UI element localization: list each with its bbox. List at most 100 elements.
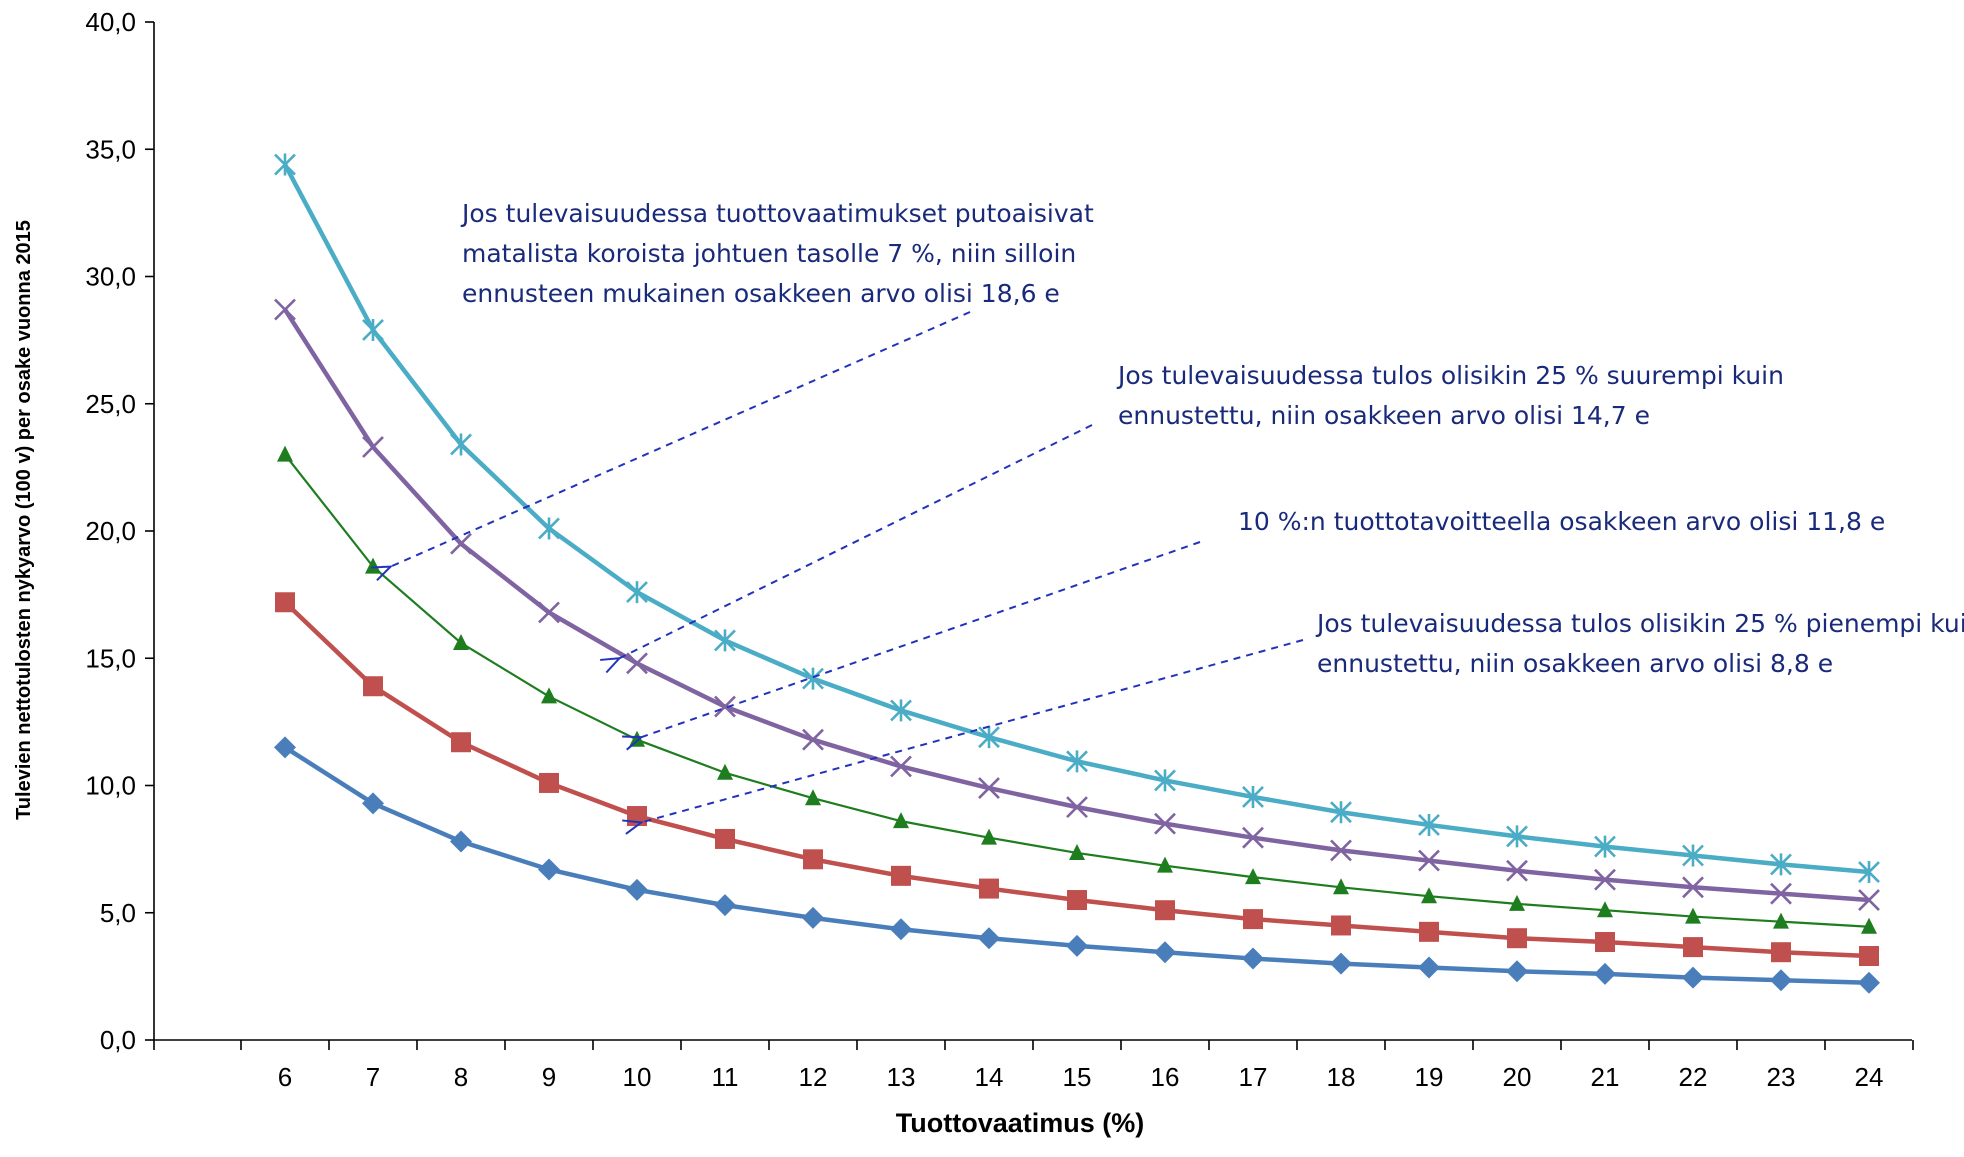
data-point-star [538, 517, 560, 540]
data-point-x [1154, 812, 1176, 835]
x-tick-label: 21 [1591, 1062, 1620, 1092]
data-point-diamond [1506, 960, 1528, 983]
data-point-star [802, 667, 824, 690]
data-point-triangle [541, 687, 557, 704]
y-tick-label: 25,0 [85, 389, 136, 419]
x-tick-label: 7 [366, 1062, 380, 1092]
data-point-square [1859, 946, 1879, 967]
annotation-arrow [619, 424, 1093, 658]
y-tick-label: 0,0 [100, 1025, 136, 1055]
x-axis-title: Tuottovaatimus (%) [896, 1108, 1145, 1138]
y-tick-label: 10,0 [85, 771, 136, 801]
data-point-diamond [714, 894, 736, 917]
data-point-diamond [1330, 952, 1352, 975]
data-point-x [1242, 826, 1264, 849]
data-point-triangle [453, 633, 469, 650]
x-tick-label: 24 [1855, 1062, 1884, 1092]
data-point-x [1330, 839, 1352, 862]
data-point-star [978, 726, 1000, 749]
x-tick-label: 19 [1415, 1062, 1444, 1092]
data-point-square [891, 865, 911, 886]
data-point-square [1155, 900, 1175, 921]
data-point-square [1771, 942, 1791, 963]
data-point-star [1330, 801, 1352, 824]
x-tick-label: 15 [1063, 1062, 1092, 1092]
data-point-star [1418, 813, 1440, 836]
data-point-triangle [629, 730, 645, 747]
data-point-square [1067, 890, 1087, 911]
data-point-diamond [450, 830, 472, 853]
data-point-x [1066, 796, 1088, 819]
data-point-x [978, 777, 1000, 799]
data-point-diamond [1682, 966, 1704, 989]
annotation-text: Jos tulevaisuudessa tulos olisikin 25 % … [1315, 609, 1964, 638]
data-point-diamond [626, 878, 648, 901]
x-tick-label: 22 [1679, 1062, 1708, 1092]
y-tick-label: 5,0 [100, 898, 136, 928]
annotation-text: ennustettu, niin osakkeen arvo olisi 14,… [1118, 401, 1650, 430]
data-point-triangle [1597, 901, 1613, 918]
series-line-4 [283, 308, 1870, 903]
data-point-square [275, 592, 295, 613]
x-tick-label: 20 [1503, 1062, 1532, 1092]
x-tick-label: 9 [542, 1062, 556, 1092]
x-tick-label: 10 [623, 1062, 652, 1092]
data-point-star [890, 699, 912, 722]
data-point-square [803, 849, 823, 870]
data-point-diamond [1594, 962, 1616, 985]
x-tick-label: 23 [1767, 1062, 1796, 1092]
data-point-diamond [1418, 956, 1440, 979]
data-point-x [1594, 868, 1616, 891]
data-point-square [1331, 915, 1351, 936]
data-point-triangle [277, 445, 293, 462]
x-tick-label: 8 [454, 1062, 468, 1092]
data-point-x [1682, 876, 1704, 899]
data-point-x [890, 755, 912, 778]
data-point-triangle [981, 828, 997, 845]
data-point-square [1507, 928, 1527, 949]
annotation-text: ennusteen mukainen osakkeen arvo olisi 1… [462, 279, 1060, 308]
data-point-x [714, 695, 736, 718]
annotation-text: Jos tulevaisuudessa tulos olisikin 25 % … [1116, 361, 1784, 390]
data-point-diamond [978, 927, 1000, 950]
data-point-star [1242, 785, 1264, 808]
data-point-triangle [1773, 912, 1789, 929]
x-tick-label: 16 [1151, 1062, 1180, 1092]
x-tick-label: 13 [887, 1062, 916, 1092]
y-tick-label: 35,0 [85, 134, 136, 164]
annotation-text: 10 %:n tuottotavoitteella osakkeen arvo … [1238, 507, 1885, 536]
data-point-star [626, 581, 648, 604]
annotation-text: ennustettu, niin osakkeen arvo olisi 8,8… [1317, 649, 1833, 678]
data-point-star [1770, 853, 1792, 876]
data-point-diamond [1770, 969, 1792, 992]
data-point-star [1066, 750, 1088, 773]
data-point-star [1594, 835, 1616, 858]
data-point-x [1506, 859, 1528, 882]
annotation-arrow [391, 311, 971, 567]
data-point-diamond [538, 858, 560, 881]
data-point-triangle [1333, 878, 1349, 895]
data-point-diamond [1242, 947, 1264, 970]
data-point-star [274, 153, 296, 176]
data-point-square [539, 772, 559, 793]
data-point-x [538, 601, 560, 624]
y-tick-label: 40,0 [85, 7, 136, 37]
x-tick-label: 14 [975, 1062, 1004, 1092]
data-point-star [450, 433, 472, 456]
data-point-triangle [717, 763, 733, 780]
data-point-triangle [1509, 894, 1525, 911]
data-point-square [1419, 921, 1439, 942]
data-point-diamond [1858, 971, 1880, 994]
data-point-diamond [890, 918, 912, 941]
annotation-text: matalista koroista johtuen tasolle 7 %, … [462, 239, 1076, 268]
y-axis-title: Tulevien nettotulosten nykyarvo (100 v) … [13, 220, 35, 820]
y-tick-label: 30,0 [85, 262, 136, 292]
x-tick-label: 6 [278, 1062, 292, 1092]
data-point-square [363, 676, 383, 697]
data-point-triangle [893, 812, 909, 829]
data-point-x [1770, 882, 1792, 905]
data-point-square [1595, 932, 1615, 953]
x-tick-label: 18 [1327, 1062, 1356, 1092]
data-point-star [1154, 769, 1176, 792]
